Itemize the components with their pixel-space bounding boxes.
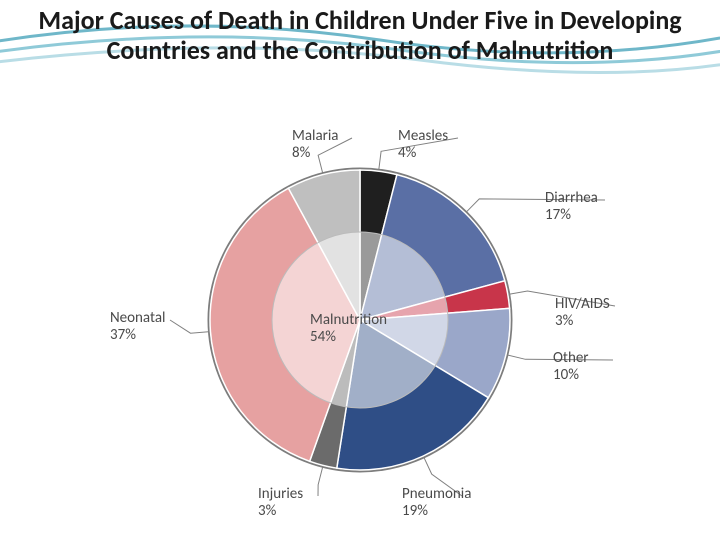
leader-neonatal xyxy=(170,320,208,333)
page-title: Major Causes of Death in Children Under … xyxy=(0,6,720,66)
label-injuries-name: Injuries xyxy=(258,485,303,503)
label-diarrhea: Diarrhea17% xyxy=(545,190,598,225)
leader-injuries xyxy=(318,467,323,496)
label-measles-name: Measles xyxy=(398,127,448,145)
label-other-pct: 10% xyxy=(553,366,579,384)
label-malaria: Malaria8% xyxy=(292,128,339,163)
label-injuries-pct: 3% xyxy=(258,502,276,520)
label-pneumonia-pct: 19% xyxy=(402,502,428,520)
label-hivaids: HIV/AIDS3% xyxy=(555,296,610,331)
label-measles: Measles4% xyxy=(398,128,448,163)
label-neonatal: Neonatal37% xyxy=(110,310,165,345)
label-other: Other10% xyxy=(553,350,589,385)
inner-label-pct: 54% xyxy=(310,328,336,346)
label-neonatal-pct: 37% xyxy=(110,326,136,344)
label-injuries: Injuries3% xyxy=(258,486,303,521)
label-diarrhea-pct: 17% xyxy=(545,206,571,224)
inner-label-name: Malnutrition xyxy=(310,311,387,329)
label-diarrhea-name: Diarrhea xyxy=(545,189,598,207)
label-hivaids-pct: 3% xyxy=(555,312,573,330)
pie-chart: Malnutrition54% Measles4% Diarrhea17% HIV/… xyxy=(0,120,720,520)
label-other-name: Other xyxy=(553,349,589,367)
label-pneumonia-name: Pneumonia xyxy=(402,485,471,503)
center-overlay-label: Malnutrition54% xyxy=(310,312,387,345)
label-pneumonia: Pneumonia19% xyxy=(402,486,471,521)
label-malaria-pct: 8% xyxy=(292,144,310,162)
label-hivaids-name: HIV/AIDS xyxy=(555,295,610,313)
label-measles-pct: 4% xyxy=(398,144,416,162)
label-neonatal-name: Neonatal xyxy=(110,309,165,327)
label-malaria-name: Malaria xyxy=(292,127,339,145)
